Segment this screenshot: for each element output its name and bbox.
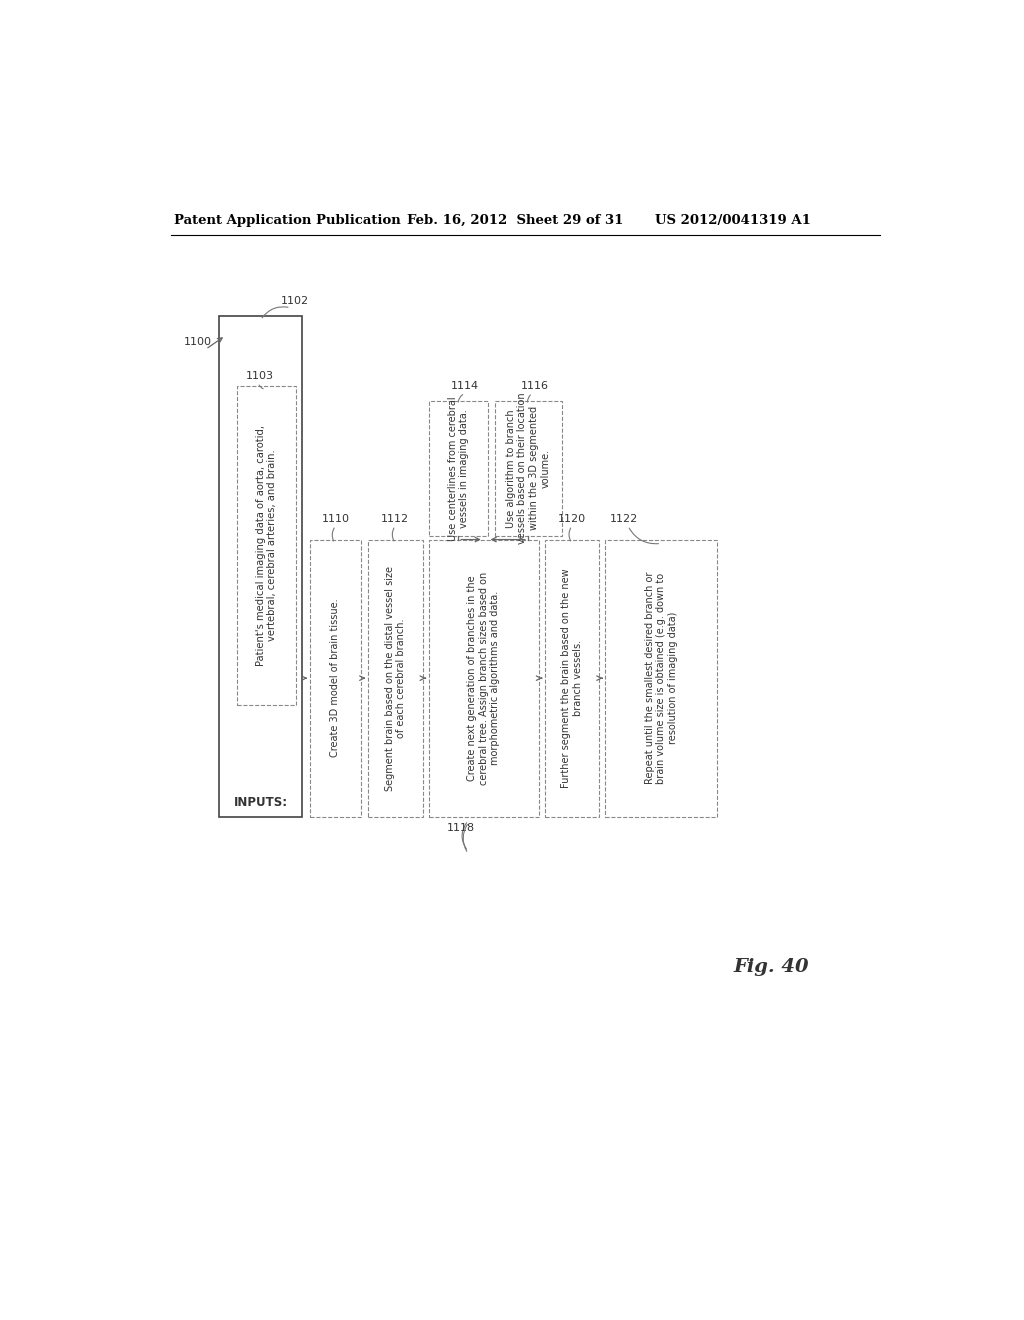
Text: Create next generation of branches in the
cerebral tree. Assign branch sizes bas: Create next generation of branches in th… <box>467 572 501 785</box>
Bar <box>545 540 599 817</box>
Text: Feb. 16, 2012  Sheet 29 of 31: Feb. 16, 2012 Sheet 29 of 31 <box>407 214 624 227</box>
Text: Patient's medical imaging data of aorta, carotid,
vertebral, cerebral arteries, : Patient's medical imaging data of aorta,… <box>256 425 278 665</box>
Text: US 2012/0041319 A1: US 2012/0041319 A1 <box>655 214 811 227</box>
Bar <box>429 540 539 817</box>
Text: 1120: 1120 <box>558 513 586 524</box>
Text: 1103: 1103 <box>246 371 273 380</box>
Bar <box>219 317 302 817</box>
Text: Use algorithm to branch
vessels based on their location
within the 3D segmented
: Use algorithm to branch vessels based on… <box>506 392 551 544</box>
Bar <box>369 540 423 817</box>
Text: 1116: 1116 <box>521 380 549 391</box>
Text: Fig. 40: Fig. 40 <box>733 958 809 975</box>
Text: Further segment the brain based on the new
branch vessels.: Further segment the brain based on the n… <box>561 569 583 788</box>
Text: INPUTS:: INPUTS: <box>233 796 288 809</box>
Bar <box>495 401 562 536</box>
Text: 1122: 1122 <box>610 513 638 524</box>
Bar <box>237 385 296 705</box>
Text: 1102: 1102 <box>281 296 308 306</box>
Bar <box>605 540 717 817</box>
Text: 1118: 1118 <box>447 824 475 833</box>
Bar <box>429 401 488 536</box>
Text: 1112: 1112 <box>381 513 410 524</box>
Text: Repeat until the smallest desired branch or
brain volume size is obtained (e.g. : Repeat until the smallest desired branch… <box>644 572 678 784</box>
Text: Segment brain based on the distal vessel size
of each cerebral branch.: Segment brain based on the distal vessel… <box>385 566 407 791</box>
Text: 1100: 1100 <box>183 337 212 347</box>
Text: Create 3D model of brain tissue.: Create 3D model of brain tissue. <box>331 599 340 758</box>
Text: 1110: 1110 <box>322 513 350 524</box>
Text: Patent Application Publication: Patent Application Publication <box>174 214 401 227</box>
Text: Use centerlines from cerebral
vessels in imaging data.: Use centerlines from cerebral vessels in… <box>447 396 469 541</box>
Text: 1114: 1114 <box>451 380 479 391</box>
Bar <box>310 540 360 817</box>
